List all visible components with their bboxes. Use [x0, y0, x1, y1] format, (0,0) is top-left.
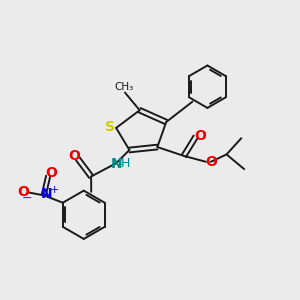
Text: O: O [17, 184, 29, 199]
Text: −: − [22, 192, 32, 206]
Text: O: O [205, 155, 217, 169]
Text: N: N [110, 157, 122, 171]
Text: O: O [68, 149, 80, 163]
Text: +: + [50, 185, 60, 195]
Text: N: N [41, 187, 52, 201]
Text: O: O [195, 129, 207, 143]
Text: CH₃: CH₃ [114, 82, 133, 92]
Text: H: H [120, 157, 130, 170]
Text: O: O [45, 166, 57, 180]
Text: –: – [118, 159, 123, 169]
Text: S: S [105, 120, 115, 134]
